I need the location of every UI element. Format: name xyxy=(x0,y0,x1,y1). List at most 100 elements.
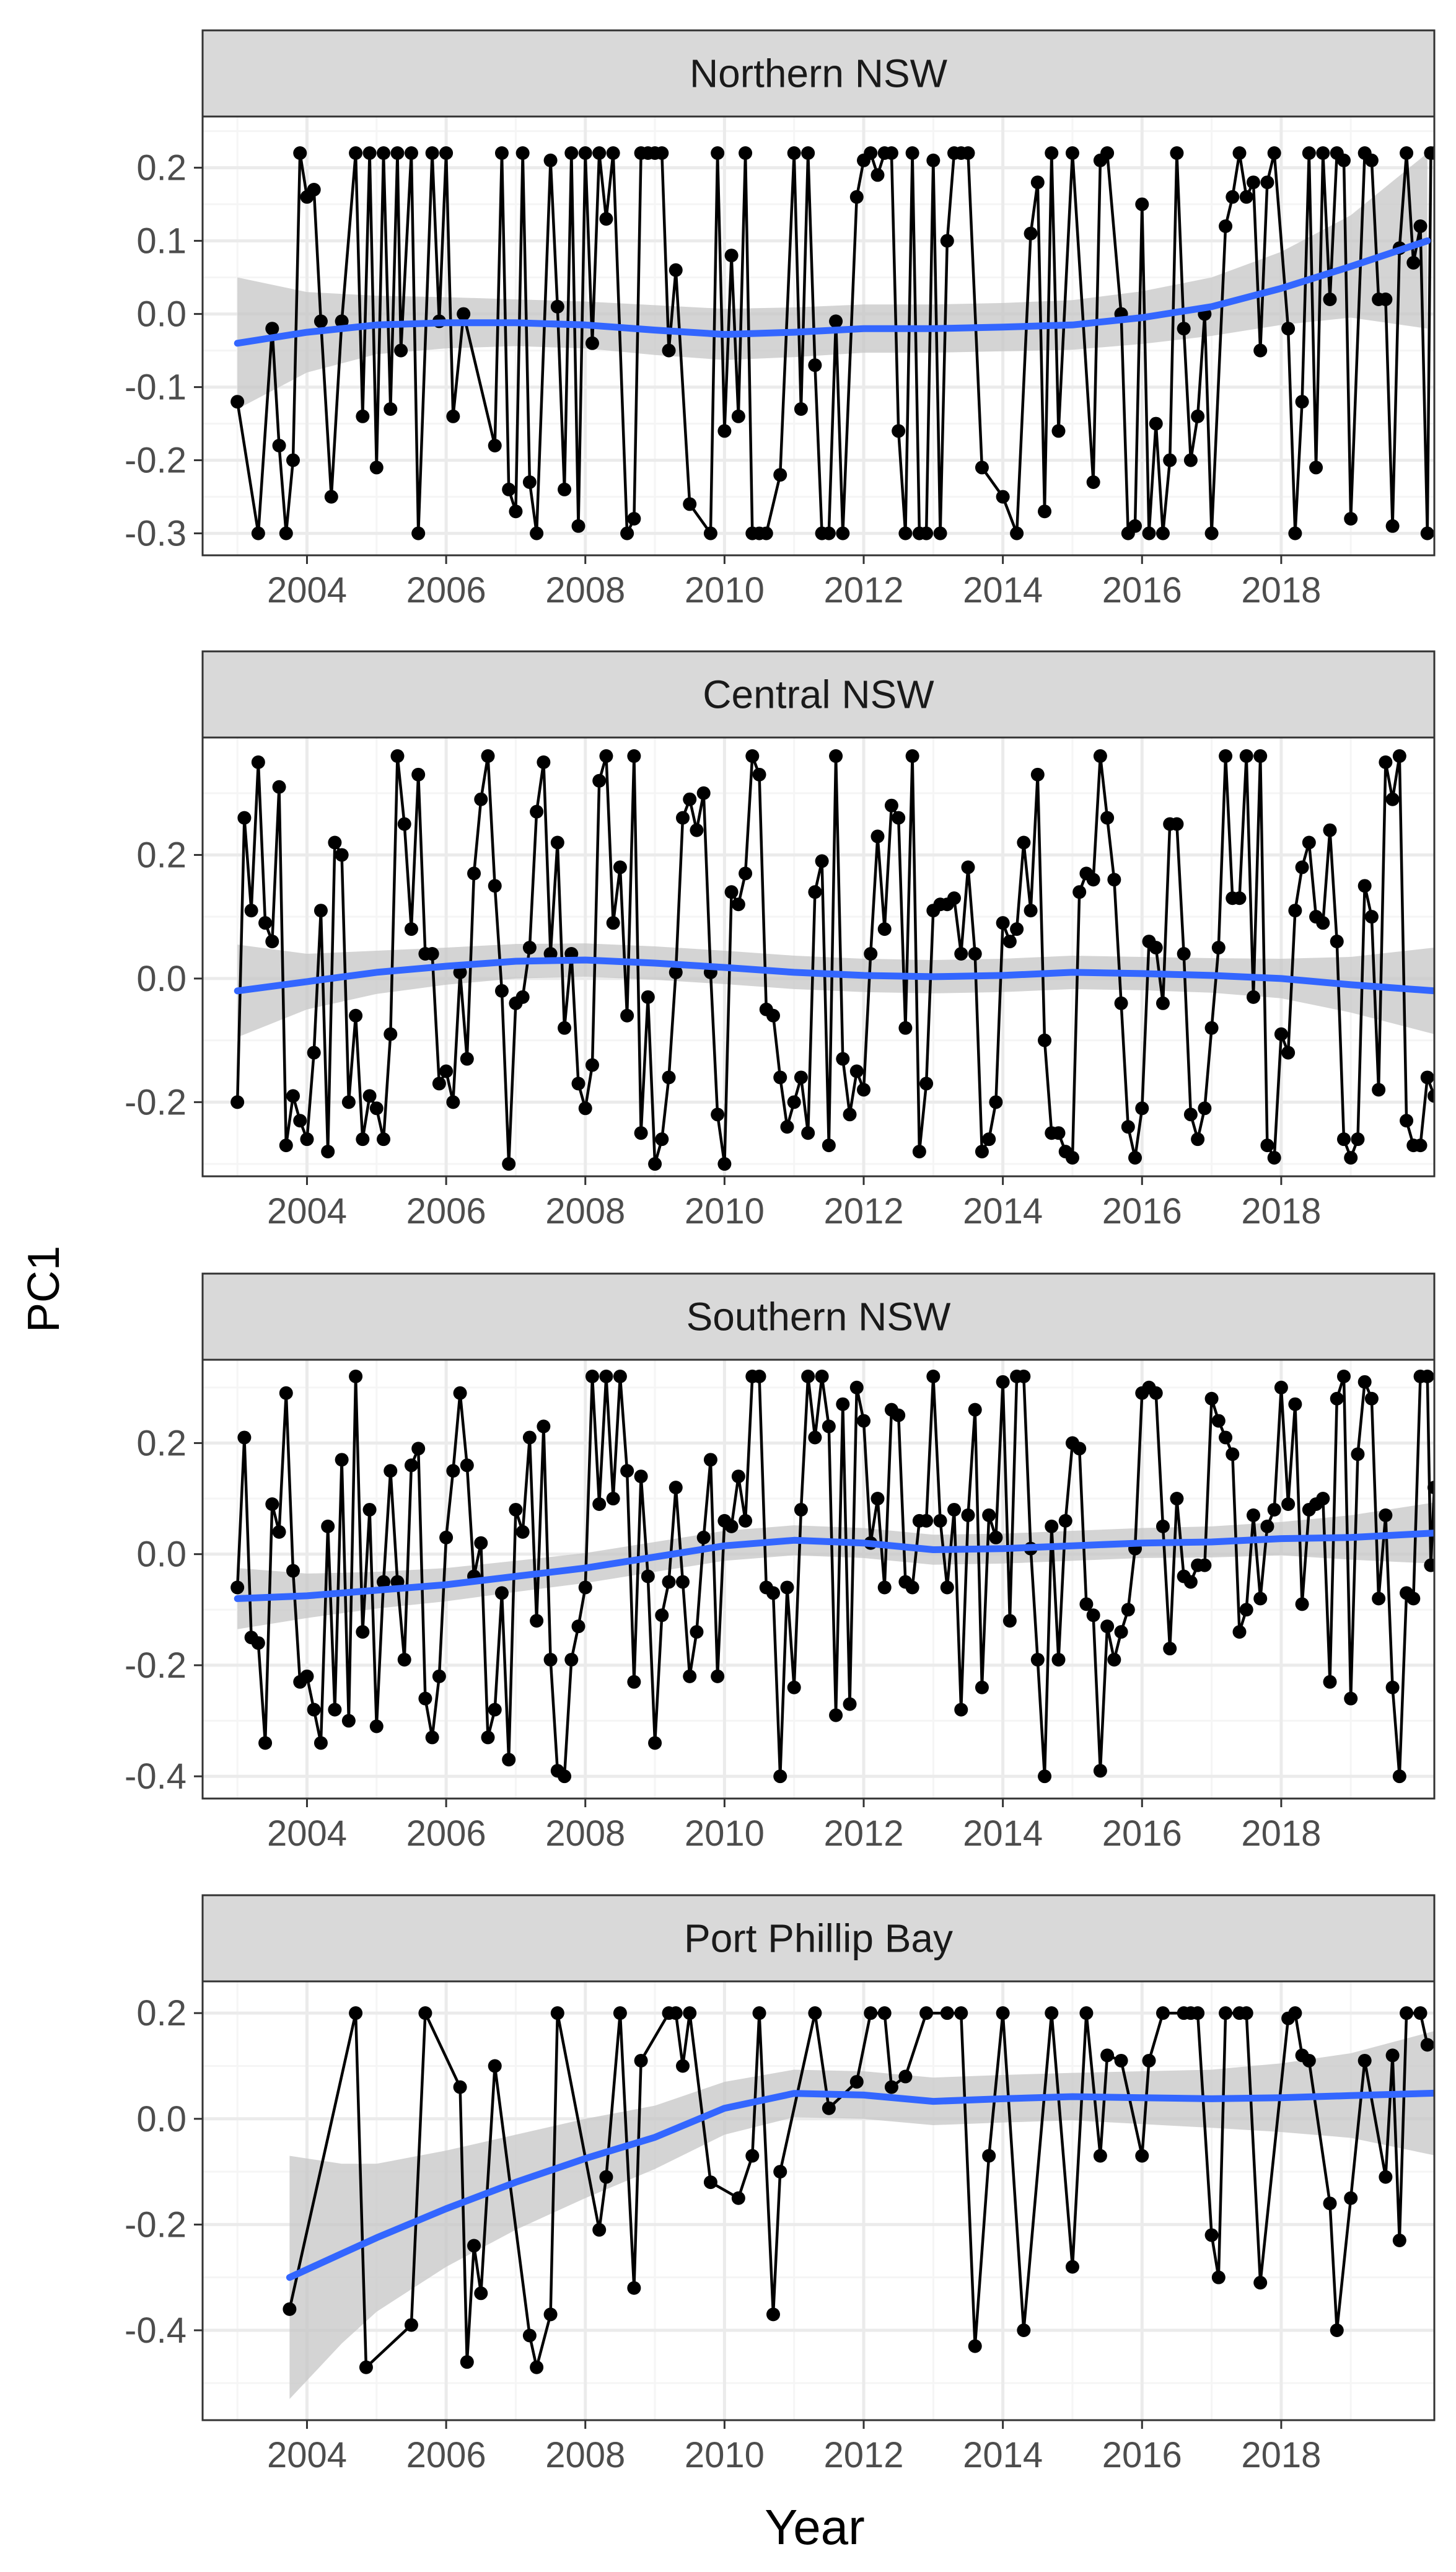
panel-border xyxy=(201,1359,1436,1800)
data-point xyxy=(1114,2053,1128,2068)
data-point xyxy=(279,1386,293,1400)
data-point xyxy=(1336,153,1351,167)
data-point xyxy=(550,299,564,314)
data-point xyxy=(369,1101,384,1116)
data-point xyxy=(849,1064,864,1078)
data-point xyxy=(1100,1619,1115,1634)
data-point xyxy=(905,1580,919,1595)
data-point xyxy=(397,1652,411,1667)
data-point xyxy=(515,146,530,160)
facet-strip xyxy=(201,29,1436,118)
data-point xyxy=(328,1702,342,1717)
data-point xyxy=(739,146,753,160)
data-point xyxy=(1065,1151,1079,1165)
data-point xyxy=(1219,2006,1233,2020)
data-point xyxy=(975,460,989,475)
data-point xyxy=(1163,453,1177,467)
data-point xyxy=(884,2080,898,2094)
data-point xyxy=(655,146,669,160)
data-point xyxy=(585,1058,599,1072)
data-point xyxy=(335,314,349,328)
data-point xyxy=(1002,935,1017,949)
data-point xyxy=(488,1702,502,1717)
data-point xyxy=(968,2339,982,2353)
smooth-trend-line xyxy=(234,237,1431,347)
data-point xyxy=(717,424,732,438)
data-point xyxy=(1379,755,1393,769)
data-point xyxy=(307,1046,321,1060)
data-point xyxy=(1156,1519,1170,1533)
data-point xyxy=(1316,916,1330,930)
data-point xyxy=(265,1497,279,1512)
data-point xyxy=(1114,996,1128,1010)
data-point xyxy=(1183,1108,1198,1122)
data-point xyxy=(1010,526,1024,540)
y-tick-label: -0.4 xyxy=(125,2310,186,2351)
data-point xyxy=(634,2053,648,2068)
data-point xyxy=(230,395,245,409)
data-point xyxy=(1149,416,1163,431)
y-tick-label: 0.2 xyxy=(136,1423,186,1463)
data-point xyxy=(717,1157,732,1171)
data-point xyxy=(1385,2048,1400,2063)
data-point xyxy=(787,1095,801,1109)
data-point xyxy=(669,2006,683,2020)
data-point xyxy=(467,2239,481,2253)
data-point xyxy=(1142,2053,1156,2068)
data-point xyxy=(864,2006,878,2020)
data-point xyxy=(384,1027,398,1041)
data-point xyxy=(1100,146,1115,160)
data-point xyxy=(1017,1369,1031,1383)
data-point xyxy=(286,453,300,467)
data-point xyxy=(1211,941,1226,955)
data-point xyxy=(690,823,704,837)
data-point xyxy=(1219,1430,1233,1445)
facet-panel: Port Phillip Bay 0.2 0.0 -0.2 -0.4 2004 2006 20… xyxy=(125,1894,1436,2475)
data-point xyxy=(356,409,370,423)
data-point xyxy=(884,798,898,813)
data-point xyxy=(335,848,349,862)
data-point xyxy=(1239,190,1253,204)
data-point xyxy=(425,1730,439,1745)
data-point xyxy=(1058,1513,1072,1528)
data-point xyxy=(1420,526,1434,540)
data-point xyxy=(509,1502,523,1517)
data-point xyxy=(474,1536,488,1550)
data-point xyxy=(1295,1597,1309,1611)
data-point xyxy=(606,916,620,930)
data-point xyxy=(1038,1033,1052,1047)
data-point xyxy=(377,1132,391,1147)
data-point xyxy=(1135,197,1149,211)
data-point xyxy=(1107,1652,1121,1667)
data-point xyxy=(1010,922,1024,936)
data-point xyxy=(258,1736,273,1750)
data-point xyxy=(745,2149,760,2163)
data-point xyxy=(947,891,962,905)
data-point xyxy=(871,1492,885,1506)
data-point xyxy=(877,1580,892,1595)
data-point xyxy=(362,1502,377,1517)
data-point xyxy=(564,146,579,160)
data-point xyxy=(1330,935,1344,949)
data-point xyxy=(1128,519,1142,533)
data-point xyxy=(634,1469,648,1484)
data-point xyxy=(773,1070,787,1085)
data-point xyxy=(488,2059,502,2073)
y-tick-label: -0.2 xyxy=(125,2204,186,2245)
data-point xyxy=(1219,749,1233,763)
data-point xyxy=(286,1089,300,1103)
data-point xyxy=(739,866,753,881)
data-point xyxy=(961,860,975,874)
data-point xyxy=(1156,2006,1170,2020)
data-point xyxy=(457,307,471,321)
data-point xyxy=(1400,146,1414,160)
smooth-trend-line xyxy=(234,1530,1434,1602)
data-point xyxy=(1086,1608,1100,1623)
data-point xyxy=(1093,1764,1107,1778)
data-point xyxy=(836,1397,850,1411)
data-point xyxy=(1093,2149,1107,2163)
data-point xyxy=(766,1008,780,1023)
data-point xyxy=(759,526,773,540)
data-point xyxy=(892,424,906,438)
data-point xyxy=(703,1453,717,1467)
